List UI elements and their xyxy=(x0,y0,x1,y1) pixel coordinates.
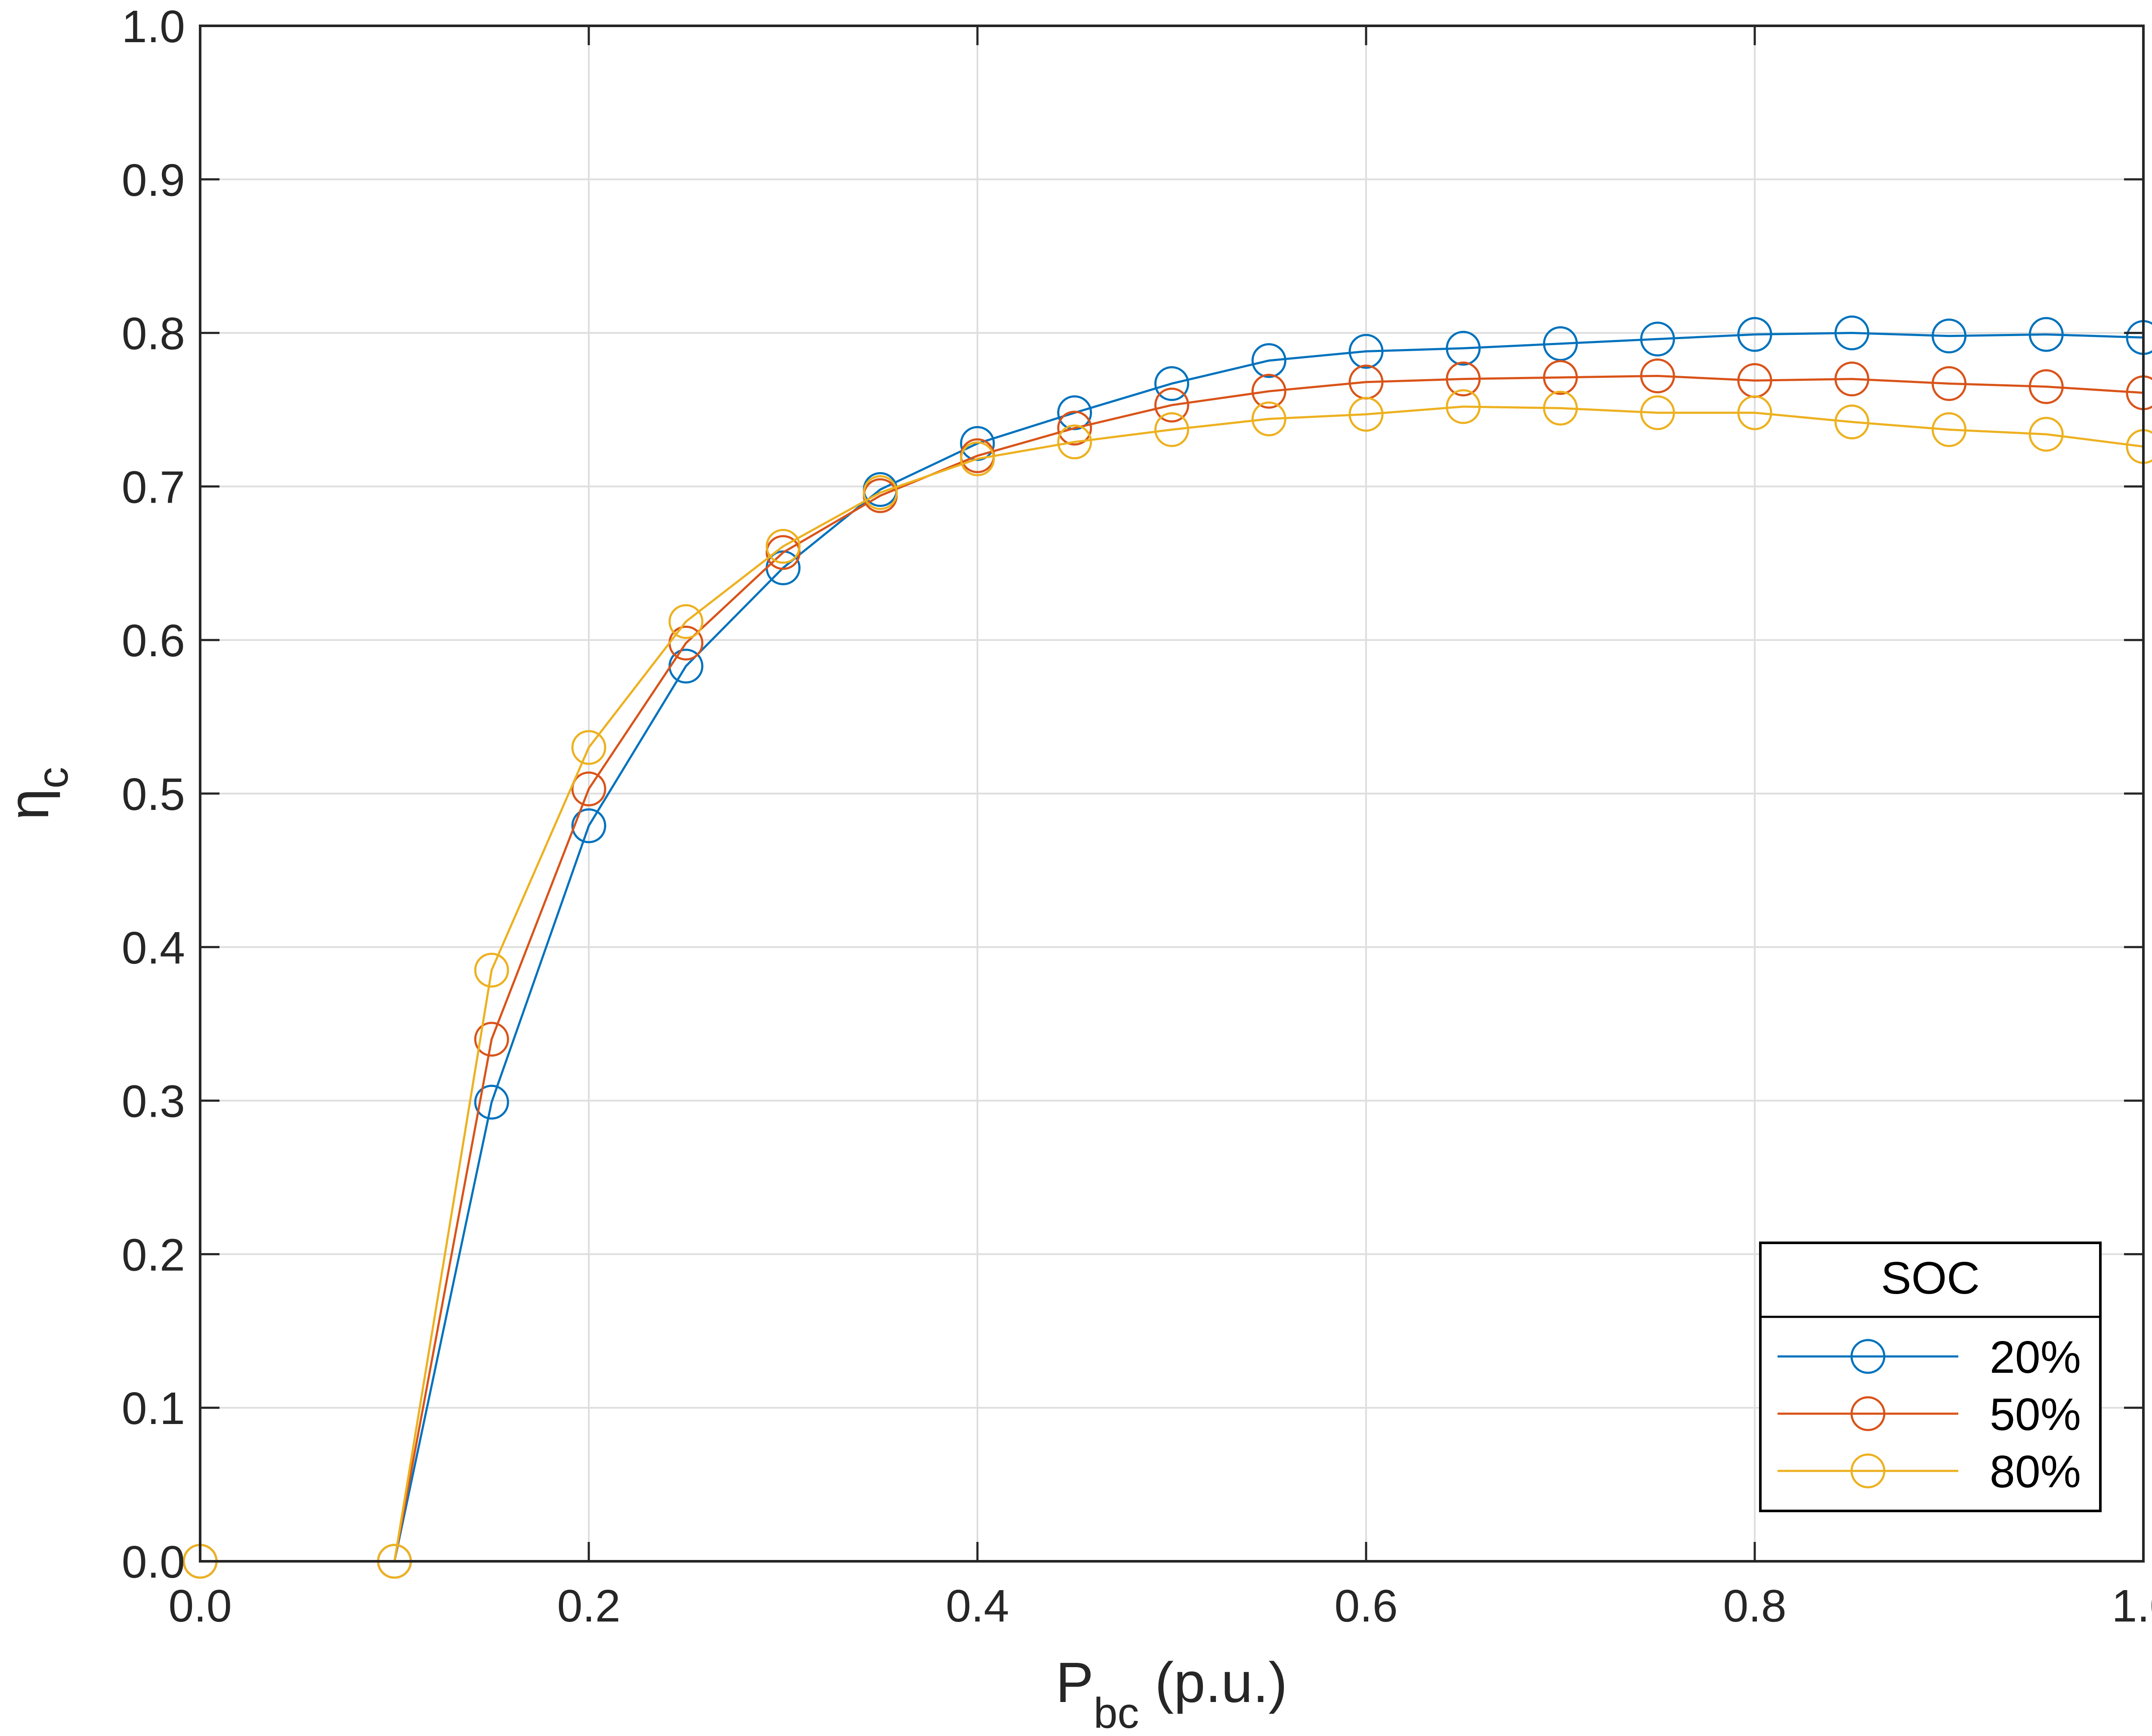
x-tick-label: 1.0 xyxy=(2112,1581,2152,1631)
legend-item: 80% xyxy=(1778,1446,2081,1497)
data-point xyxy=(1154,366,1189,401)
legend-marker xyxy=(1850,1339,1886,1374)
x-tick-label: 0.8 xyxy=(1723,1581,1786,1631)
x-tick-label: 0.4 xyxy=(946,1581,1009,1631)
x-tick-label: 0.6 xyxy=(1334,1581,1398,1631)
x-axis-title-suffix: (p.u.) xyxy=(1139,1651,1287,1714)
legend-title: SOC xyxy=(1881,1253,1980,1304)
tick-labels: 0.0 0.2 0.4 0.6 0.8 1.0 0.0 0.1 0.2 0.3 0.4 0.5 0.6 0… xyxy=(122,1,2152,1631)
x-axis-title: Pbc (p.u.) xyxy=(1056,1651,1287,1736)
data-point xyxy=(474,1084,509,1120)
y-tick-label: 0.4 xyxy=(122,923,185,973)
data-point xyxy=(1251,401,1286,436)
data-point xyxy=(1834,315,1870,351)
ticks xyxy=(199,25,2145,1563)
data-point xyxy=(474,1022,509,1057)
y-axis-title-sub: c xyxy=(29,767,77,788)
y-tick-label: 0.5 xyxy=(122,769,185,820)
data-point xyxy=(1348,334,1384,369)
y-axis-title-main: η xyxy=(0,788,60,820)
data-point xyxy=(571,808,606,843)
data-point xyxy=(863,475,898,510)
y-axis-title: ηc xyxy=(0,767,77,820)
series-2 xyxy=(182,389,2152,1579)
data-point xyxy=(1834,361,1870,397)
x-axis-title-main: P xyxy=(1056,1651,1094,1714)
legend-marker xyxy=(1850,1396,1886,1431)
data-point xyxy=(766,535,801,570)
data-point xyxy=(1640,395,1675,430)
data-point xyxy=(1543,360,1578,395)
y-tick-label: 0.2 xyxy=(122,1229,185,1280)
data-point xyxy=(2028,369,2064,404)
y-tick-label: 1.0 xyxy=(122,1,185,52)
x-tick-label: 0.2 xyxy=(557,1581,620,1631)
y-tick-label: 0.9 xyxy=(122,155,185,206)
data-point xyxy=(1446,389,1481,424)
y-tick-label: 0.7 xyxy=(122,462,185,513)
legend: SOC 20% 50% 80% xyxy=(1759,1242,2102,1512)
legend-label: 50% xyxy=(1990,1389,2081,1440)
data-point xyxy=(1251,374,1286,409)
y-tick-label: 0.3 xyxy=(122,1076,185,1127)
data-point xyxy=(766,529,801,564)
data-point xyxy=(1154,387,1189,423)
data-point xyxy=(2028,417,2064,452)
data-point xyxy=(1446,331,1481,366)
y-tick-label: 0.0 xyxy=(122,1537,185,1588)
data-point xyxy=(960,441,995,476)
data-point xyxy=(1737,317,1772,352)
data-point xyxy=(571,730,606,765)
data-point xyxy=(1932,366,1966,401)
data-point xyxy=(1932,318,1966,354)
data-point xyxy=(1932,412,1966,447)
data-point xyxy=(1640,358,1675,394)
legend-box xyxy=(1759,1242,2102,1512)
data-point xyxy=(474,952,509,988)
data-point xyxy=(1737,395,1772,430)
data-point xyxy=(668,604,704,639)
data-point xyxy=(1154,412,1189,447)
data-point xyxy=(1251,343,1286,378)
data-point xyxy=(1057,424,1092,460)
y-tick-label: 0.6 xyxy=(122,615,185,666)
data-point xyxy=(2028,317,2064,352)
data-point xyxy=(1446,361,1481,397)
legend-item: 20% xyxy=(1778,1332,2081,1383)
grid xyxy=(199,25,2144,1562)
legend-marker xyxy=(1850,1453,1886,1489)
y-tick-label: 0.8 xyxy=(122,309,185,359)
data-point xyxy=(1543,390,1578,426)
data-point xyxy=(1834,405,1870,440)
x-axis-title-sub: bc xyxy=(1094,1689,1139,1736)
x-tick-label: 0.0 xyxy=(168,1581,232,1631)
data-point xyxy=(1348,397,1384,432)
legend-label: 20% xyxy=(1990,1332,2081,1383)
legend-items: 20% 50% 80% xyxy=(1778,1332,2081,1497)
legend-item: 50% xyxy=(1778,1389,2081,1440)
data-point xyxy=(571,771,606,806)
data-point xyxy=(1057,411,1092,446)
data-point xyxy=(1640,321,1675,357)
y-tick-label: 0.1 xyxy=(122,1383,185,1434)
legend-label: 80% xyxy=(1990,1446,2081,1497)
